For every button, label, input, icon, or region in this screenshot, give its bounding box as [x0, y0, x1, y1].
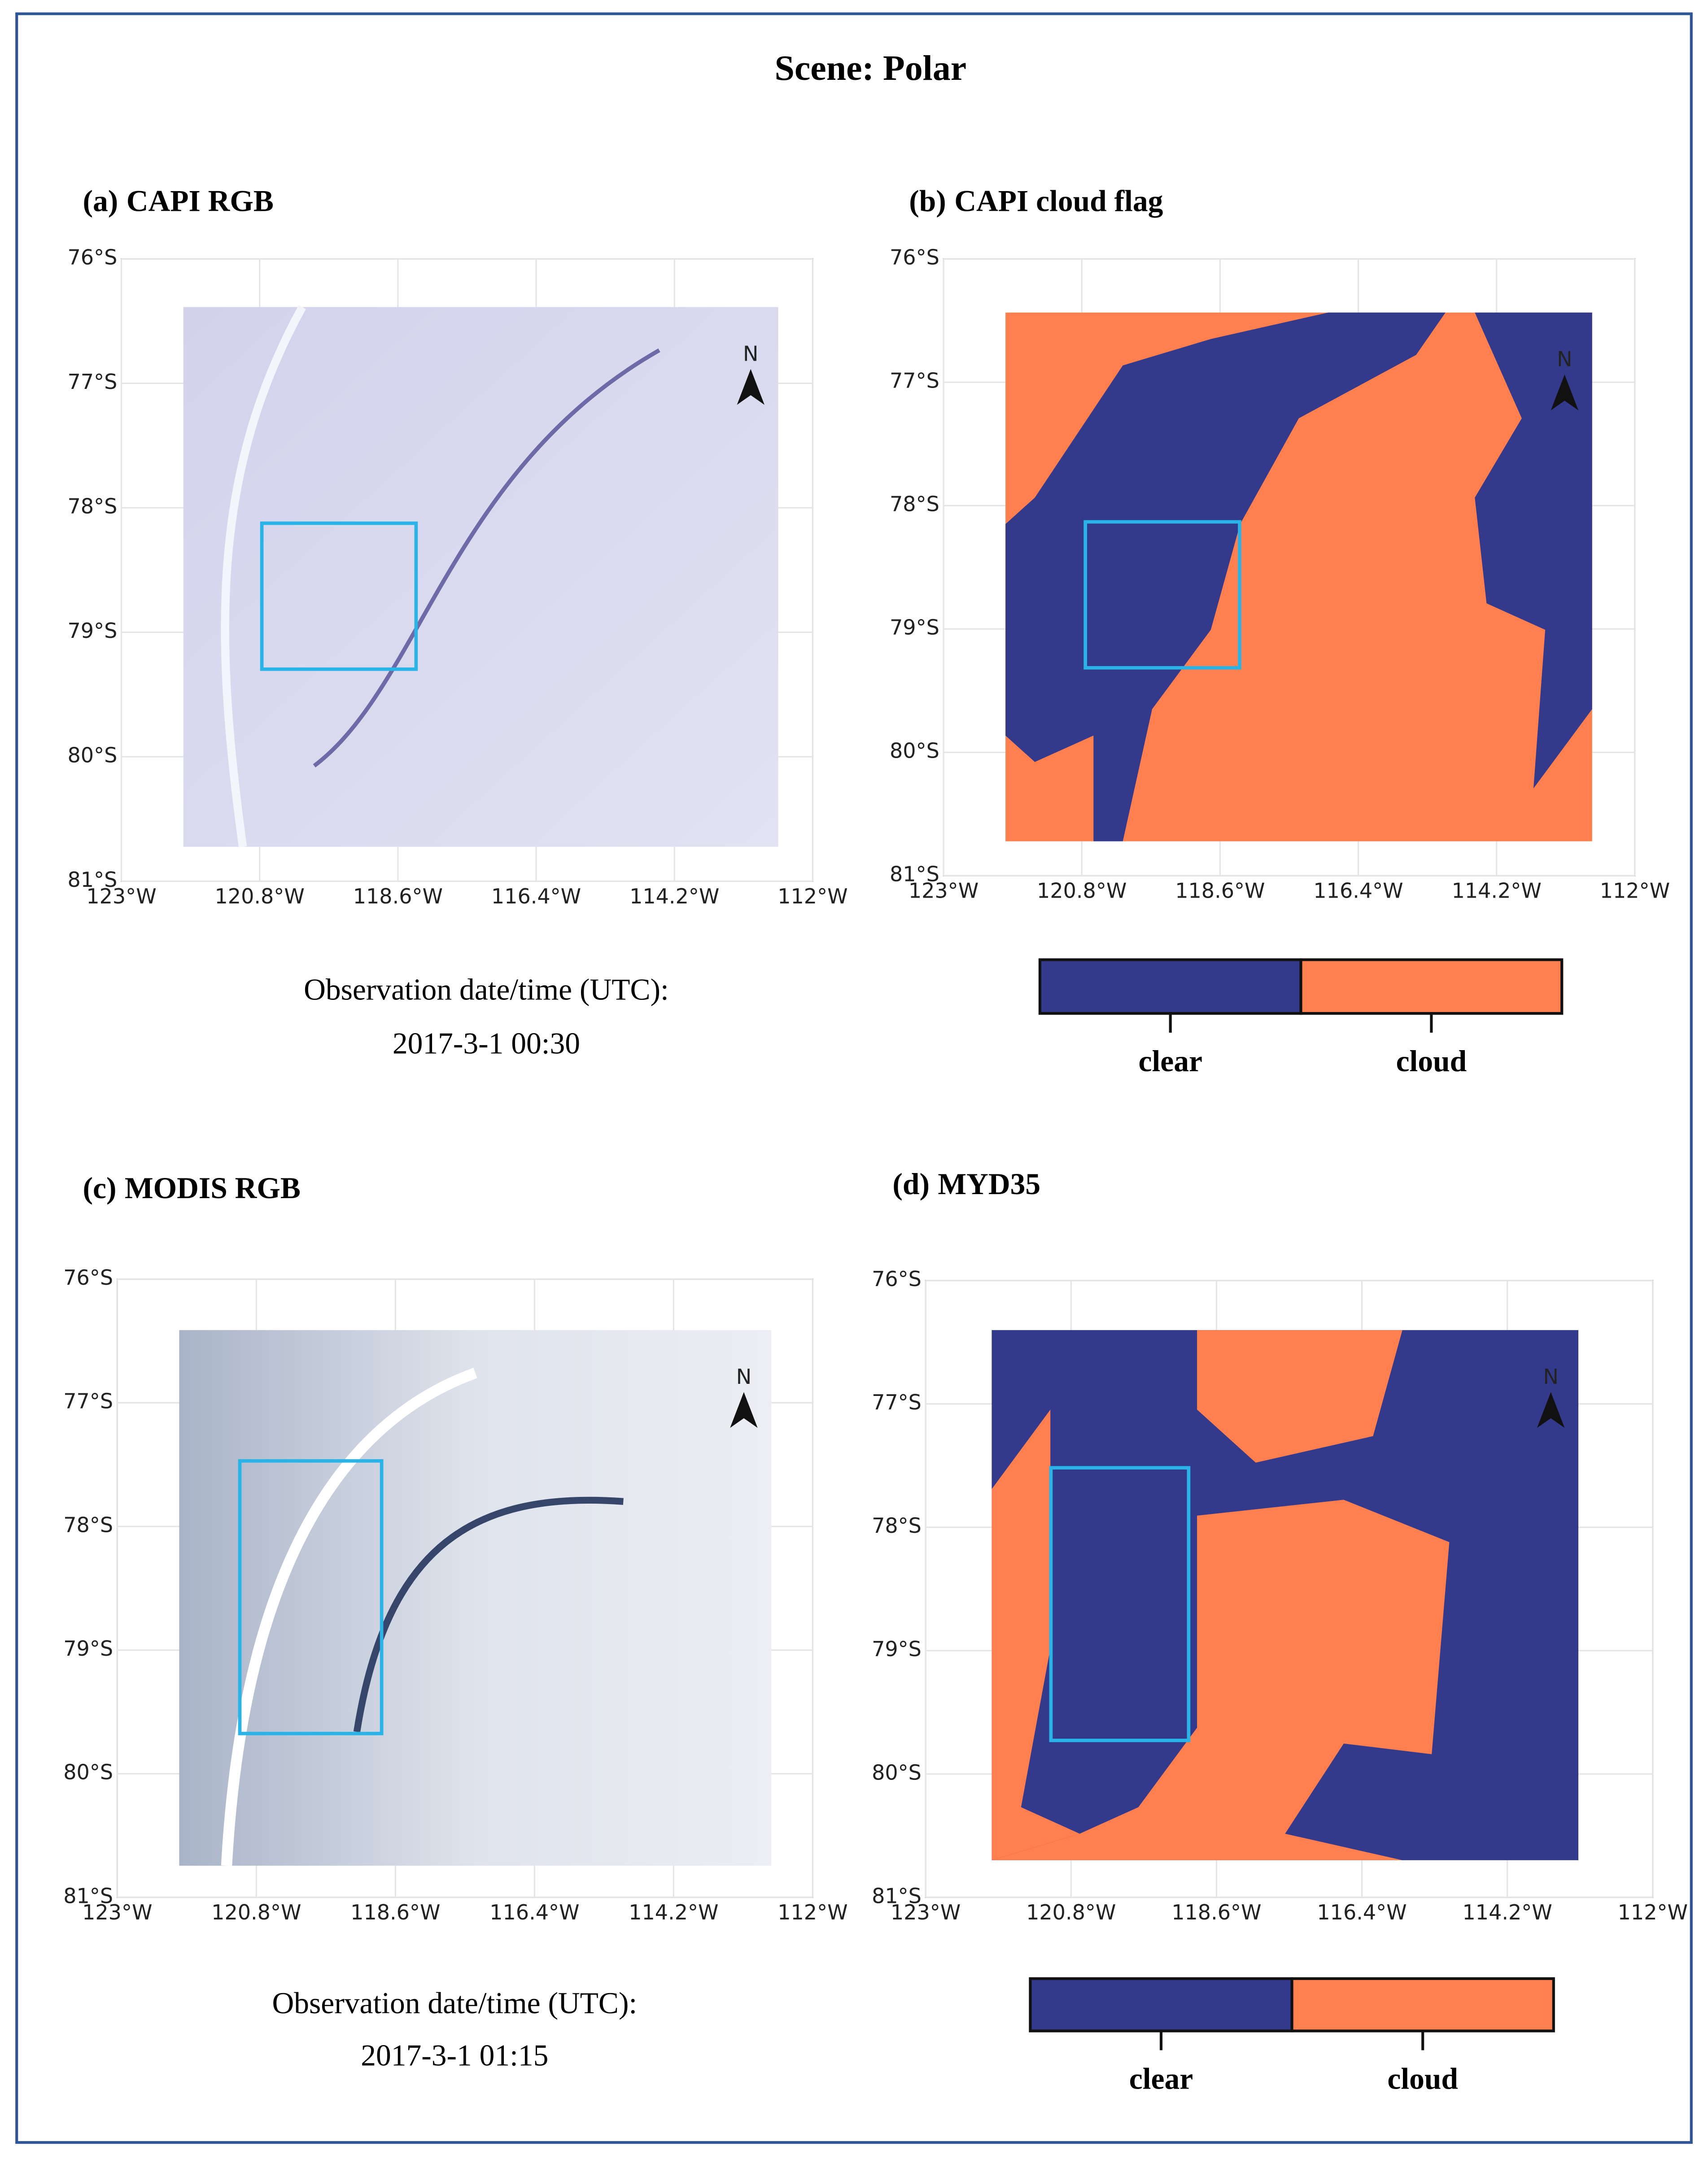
- lat-tick-label: 79°S: [63, 1636, 113, 1661]
- lon-tick-label: 123°W: [82, 1900, 152, 1924]
- lon-tick-label: 114.2°W: [1463, 1900, 1552, 1924]
- lon-tick-label: 112°W: [1618, 1900, 1688, 1924]
- ridge: [221, 1368, 477, 1866]
- north-arrow: [1537, 1392, 1565, 1428]
- lat-tick-label: 77°S: [890, 369, 939, 393]
- figure-title: Scene: Polar: [774, 48, 966, 88]
- panel-title: CAPI RGB: [127, 184, 274, 218]
- panel-heading: (d) MYD35: [892, 1167, 1040, 1200]
- north-label: N: [736, 1365, 751, 1389]
- panel-label: (d): [892, 1167, 930, 1200]
- legend-label: cloud: [1387, 2062, 1458, 2096]
- lon-tick-label: 123°W: [891, 1900, 961, 1924]
- caption: Observation date/time (UTC):: [304, 973, 669, 1007]
- lat-tick-label: 80°S: [67, 743, 117, 768]
- ridge: [221, 305, 306, 848]
- lon-tick-label: 123°W: [86, 884, 156, 908]
- caption: Observation date/time (UTC):: [272, 1986, 637, 2020]
- lon-tick-label: 118.6°W: [1175, 879, 1265, 903]
- lon-tick-label: 120.8°W: [1037, 879, 1127, 903]
- lon-tick-label: 116.4°W: [489, 1900, 579, 1924]
- lat-tick-label: 76°S: [67, 245, 117, 270]
- legend-swatch: [1029, 1977, 1293, 2033]
- lat-tick-label: 81°S: [67, 868, 117, 892]
- caption: 2017-3-1 01:15: [361, 2038, 548, 2072]
- lon-tick-label: 120.8°W: [215, 884, 305, 908]
- panel-label: (c): [83, 1171, 117, 1205]
- lat-tick-label: 78°S: [890, 492, 939, 516]
- region-box: [238, 1459, 384, 1736]
- panel-title: MYD35: [938, 1167, 1040, 1200]
- lon-tick-label: 118.6°W: [1171, 1900, 1261, 1924]
- lon-tick-label: 114.2°W: [629, 1900, 718, 1924]
- lon-tick-label: 114.2°W: [1452, 879, 1542, 903]
- lat-tick-label: 79°S: [872, 1637, 922, 1661]
- lat-tick-label: 78°S: [67, 494, 117, 519]
- lat-tick-label: 79°S: [67, 619, 117, 643]
- lat-tick-label: 77°S: [872, 1390, 922, 1414]
- lon-tick-label: 116.4°W: [1313, 879, 1403, 903]
- lat-tick-label: 78°S: [63, 1513, 113, 1537]
- lon-tick-label: 123°W: [909, 879, 978, 903]
- panel-title: CAPI cloud flag: [954, 184, 1163, 218]
- lat-tick-label: 81°S: [872, 1884, 922, 1908]
- caption: 2017-3-1 00:30: [393, 1026, 580, 1060]
- coast-ridge: [353, 1496, 624, 1732]
- lon-tick-label: 114.2°W: [629, 884, 719, 908]
- lon-tick-label: 112°W: [778, 884, 847, 908]
- region-box: [1083, 520, 1241, 670]
- lat-tick-label: 78°S: [872, 1513, 922, 1538]
- lat-tick-label: 80°S: [890, 739, 939, 763]
- north-label: N: [1543, 1365, 1558, 1389]
- north-arrow: [737, 369, 764, 405]
- panel-label: (a): [83, 184, 118, 218]
- region-box: [260, 521, 418, 671]
- cloud-region: [992, 1500, 1450, 1860]
- clear-region: [1475, 312, 1592, 789]
- lon-tick-label: 118.6°W: [350, 1900, 440, 1924]
- north-label: N: [743, 341, 758, 366]
- map-image: [183, 307, 778, 847]
- legend-swatch: [1290, 1977, 1555, 2033]
- region-box: [1049, 1466, 1191, 1742]
- lat-tick-label: 80°S: [872, 1760, 922, 1784]
- lon-tick-label: 120.8°W: [1026, 1900, 1116, 1924]
- lat-tick-label: 79°S: [890, 615, 939, 640]
- lon-tick-label: 112°W: [778, 1900, 847, 1924]
- map-image: [179, 1330, 772, 1866]
- lat-tick-label: 76°S: [63, 1265, 113, 1290]
- lat-tick-label: 80°S: [63, 1760, 113, 1784]
- panel-title: MODIS RGB: [125, 1171, 301, 1205]
- panel-heading: (b) CAPI cloud flag: [909, 184, 1163, 218]
- panel-label: (b): [909, 184, 946, 218]
- lon-tick-label: 116.4°W: [1317, 1900, 1407, 1924]
- north-arrow: [1551, 374, 1579, 410]
- lon-tick-label: 112°W: [1600, 879, 1670, 903]
- legend-label: cloud: [1396, 1044, 1467, 1078]
- legend-label: clear: [1139, 1044, 1202, 1078]
- legend-swatch: [1038, 958, 1302, 1015]
- lat-tick-label: 76°S: [890, 245, 939, 270]
- lat-tick-label: 76°S: [872, 1267, 922, 1291]
- panel-heading: (a) CAPI RGB: [83, 184, 274, 218]
- cloud-region: [992, 1409, 1080, 1860]
- lon-tick-label: 118.6°W: [353, 884, 443, 908]
- lon-tick-label: 120.8°W: [211, 1900, 301, 1924]
- legend-swatch: [1299, 958, 1564, 1015]
- lat-tick-label: 77°S: [67, 370, 117, 394]
- lon-tick-label: 116.4°W: [491, 884, 581, 908]
- north-arrow: [730, 1392, 758, 1428]
- lat-tick-label: 81°S: [890, 862, 939, 886]
- lat-tick-label: 81°S: [63, 1884, 113, 1908]
- legend-label: clear: [1129, 2062, 1193, 2096]
- north-label: N: [1557, 347, 1572, 371]
- coast-ridge: [313, 348, 660, 768]
- lat-tick-label: 77°S: [63, 1389, 113, 1413]
- panel-heading: (c) MODIS RGB: [83, 1171, 301, 1205]
- cloud-region: [1197, 1330, 1402, 1463]
